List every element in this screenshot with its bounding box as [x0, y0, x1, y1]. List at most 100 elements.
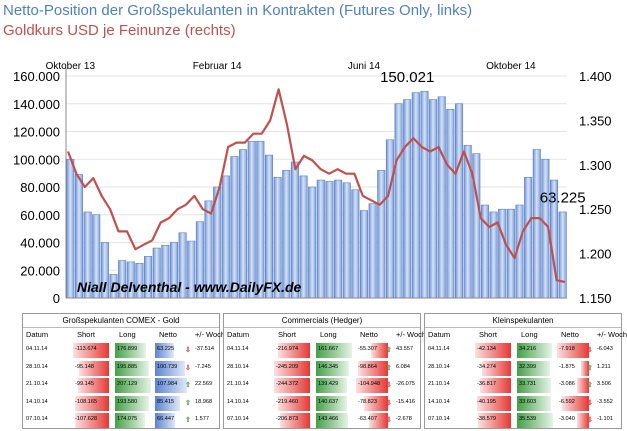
date-cell: 14.10.14 — [26, 398, 48, 405]
long-bar — [517, 413, 553, 428]
long-bar — [517, 395, 552, 411]
bar — [558, 211, 567, 299]
bar — [325, 181, 334, 299]
x-tick-label: Oktober 14 — [486, 61, 536, 72]
table-title: Großspekulanten COMEX - Gold — [23, 314, 219, 328]
table-header: Datum Short Long Netto +/- Woche — [23, 328, 229, 342]
bar — [394, 103, 403, 299]
short-bar — [476, 395, 511, 411]
column-header: Datum — [227, 330, 250, 339]
netto-cell: 85.415 — [157, 398, 175, 405]
y-right-tick-label: 1.150 — [579, 291, 612, 306]
netto-bar — [576, 378, 589, 393]
column-header: +/- Woche — [597, 330, 627, 339]
data-label: 150.021 — [380, 69, 434, 86]
long-cell: 176.899 — [117, 346, 138, 352]
change-cell: -15.416 — [396, 398, 415, 405]
long-bar — [115, 413, 146, 428]
netto-bar — [155, 378, 187, 393]
bar — [429, 99, 438, 299]
y-left-tick-label: 80.000 — [20, 180, 60, 195]
long-bar — [115, 378, 151, 393]
table-row: 07.10.14 -206.873 143.466 -63.407 -2.678 ⇩ — [224, 412, 420, 430]
short-bar — [481, 360, 511, 376]
bar — [524, 176, 533, 299]
arrow-down-icon: ⇩ — [386, 417, 392, 424]
change-cell: 1.577 — [195, 416, 209, 422]
date-cell: 21.10.14 — [227, 381, 249, 387]
bar — [498, 208, 507, 299]
change-cell: 43.557 — [396, 346, 414, 352]
long-bar — [115, 360, 150, 376]
netto-cell: 107.984 — [157, 381, 178, 387]
short-bar — [74, 413, 109, 428]
table-row: 28.10.14 -34.274 32.399 -1.875 1.211 ⇧ — [425, 360, 621, 378]
long-cell: 195.885 — [117, 363, 138, 370]
short-cell: -36.817 — [477, 381, 496, 387]
arrow-down-icon: ⇩ — [185, 364, 191, 372]
table-row: 14.10.14 -108.165 193.580 85.415 18.968 ⇧ — [23, 395, 219, 413]
short-cell: -40.195 — [477, 398, 496, 405]
x-tick-label: Oktober 13 — [46, 61, 96, 72]
short-bar — [277, 395, 310, 411]
table-row: 07.10.14 -38.579 35.539 -3.040 -1.101 ⇩ — [425, 412, 621, 430]
column-header: +/- Woche — [195, 330, 230, 339]
y-left-tick-label: 60.000 — [20, 208, 60, 223]
netto-bar — [155, 413, 175, 428]
date-cell: 04.11.14 — [26, 346, 48, 352]
netto-cell: -3.040 — [559, 416, 575, 422]
short-cell: -42.134 — [477, 346, 496, 352]
change-cell: 18.968 — [195, 398, 213, 405]
date-cell: 28.10.14 — [26, 363, 48, 370]
short-cell: -113.674 — [75, 346, 97, 352]
table-small-speculators: Kleinspekulanten Datum Short Long Netto +/- W… — [424, 313, 627, 430]
short-cell: -34.274 — [477, 363, 496, 370]
short-cell: -216.974 — [276, 346, 299, 352]
column-header: Netto — [561, 330, 579, 339]
long-bar — [316, 378, 348, 393]
change-cell: 6.084 — [396, 363, 410, 370]
bar — [455, 103, 464, 299]
long-cell: 161.667 — [318, 346, 339, 352]
chart-title-secondary: Goldkurs USD je Feinunze (rechts) — [3, 22, 236, 39]
short-bar — [279, 413, 310, 428]
table-row: 14.10.14 -40.195 33.603 -6.592 -3.552 ⇩ — [425, 395, 621, 413]
x-tick-label: Februar 14 — [193, 61, 242, 72]
netto-cell: -78.823 — [358, 398, 377, 405]
bar — [359, 210, 369, 299]
netto-bar — [363, 395, 388, 411]
long-bar — [517, 360, 550, 376]
change-cell: 22.569 — [195, 381, 213, 387]
table-header: Datum Short Long Netto +/- Woche — [224, 328, 430, 342]
netto-bar — [368, 413, 388, 428]
column-header: Datum — [428, 330, 451, 339]
date-cell: 21.10.14 — [428, 381, 450, 387]
y-left-tick-label: 40.000 — [20, 236, 60, 251]
short-cell: -38.579 — [477, 416, 496, 422]
long-bar — [517, 378, 552, 393]
table-row: 21.10.14 -99.145 207.129 107.984 22.569 ⇧ — [23, 377, 219, 395]
arrow-up-icon: ⇧ — [386, 364, 392, 372]
change-cell: -37.514 — [195, 346, 214, 352]
date-cell: 04.11.14 — [227, 346, 249, 352]
netto-cell: 66.447 — [157, 416, 175, 422]
bar — [316, 179, 325, 299]
netto-bar — [155, 343, 174, 358]
long-cell: 139.429 — [318, 381, 339, 387]
table-row: 14.10.14 -219.460 140.637 -78.823 -15.416 ⇩ — [224, 395, 420, 413]
date-cell: 07.10.14 — [227, 416, 249, 422]
column-header: Short — [479, 330, 497, 339]
date-cell: 28.10.14 — [227, 363, 249, 370]
column-header: Netto — [159, 330, 177, 339]
bar — [342, 182, 351, 299]
netto-bar — [576, 413, 589, 428]
long-cell: 34.216 — [519, 346, 537, 352]
short-bar — [274, 360, 310, 376]
table-commercials: Commercials (Hedger) Datum Short Long Netto +… — [223, 313, 430, 430]
netto-cell: -63.407 — [358, 416, 377, 422]
bar — [403, 99, 412, 299]
netto-bar — [562, 395, 589, 411]
short-bar — [479, 378, 511, 393]
date-cell: 21.10.14 — [26, 381, 48, 387]
long-cell: 33.731 — [519, 381, 537, 387]
